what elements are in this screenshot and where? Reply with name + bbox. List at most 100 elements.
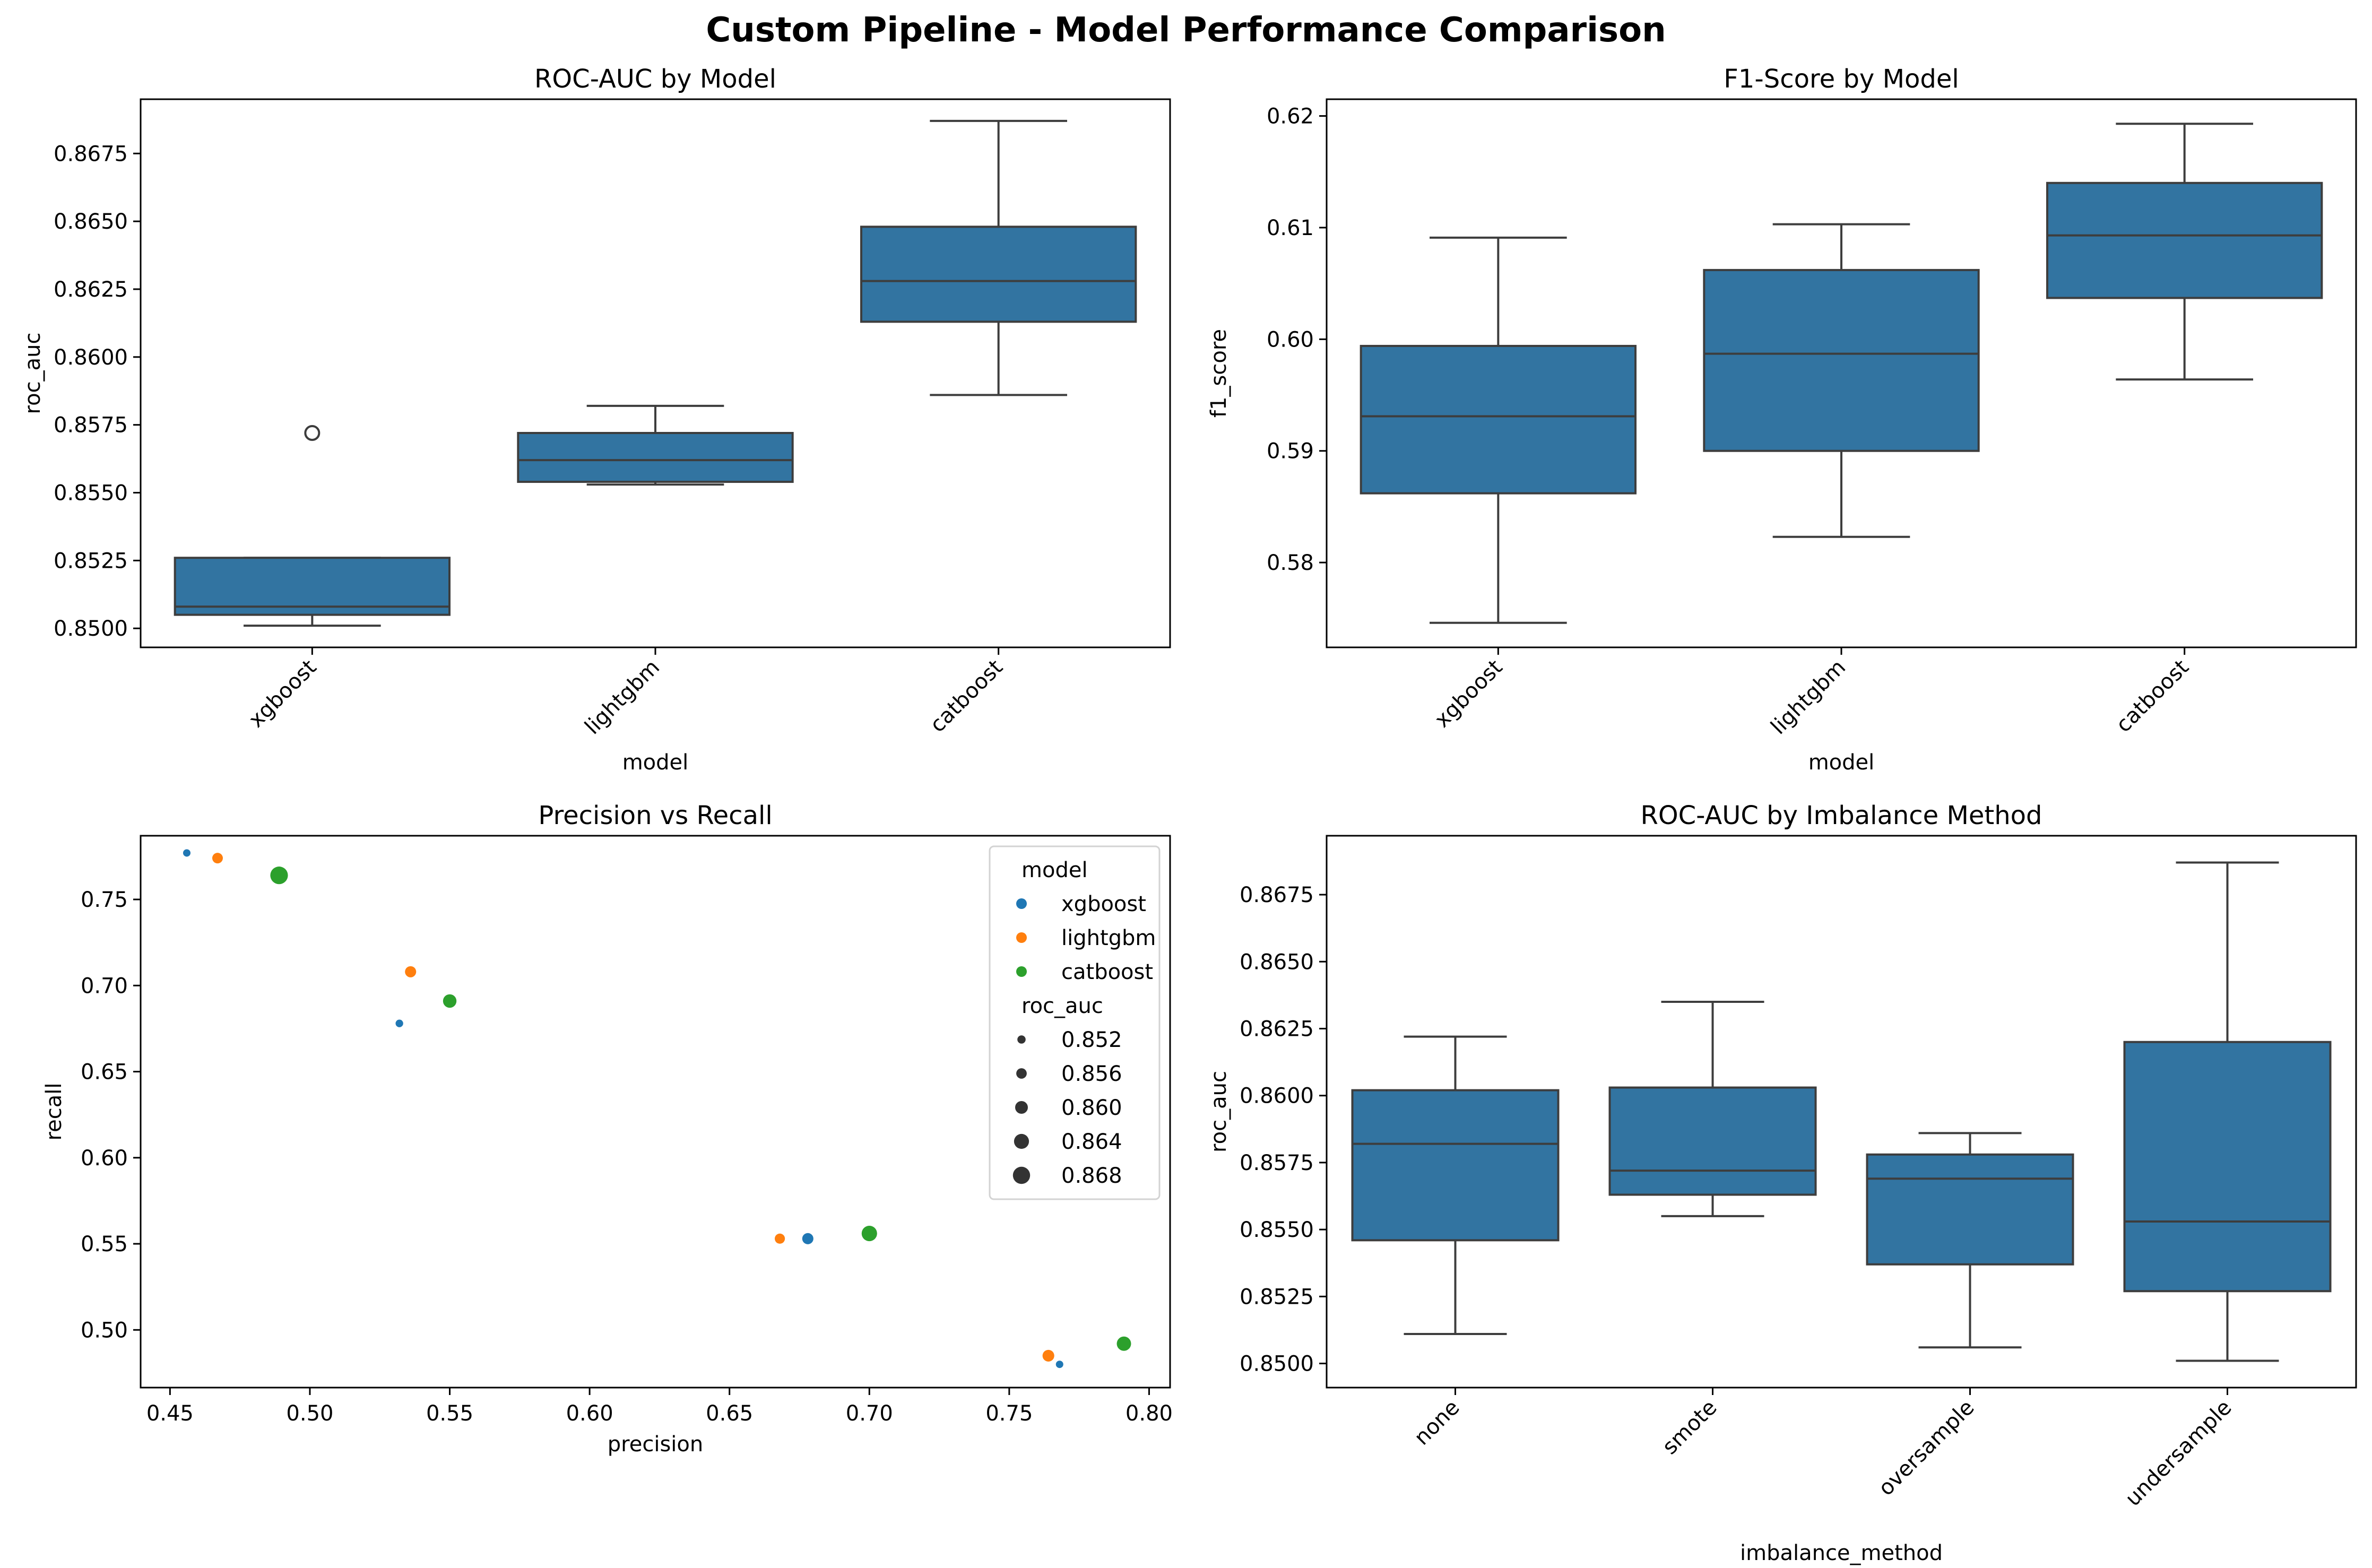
legend-size-label: 0.864 (1061, 1130, 1122, 1154)
chart-title: F1-Score by Model (1724, 64, 1959, 94)
legend-marker-catboost (1016, 966, 1027, 977)
box-undersample (2123, 861, 2332, 1362)
box-body (1608, 1086, 1817, 1196)
legend-size-label: 0.852 (1061, 1028, 1122, 1052)
y-tick-label: 0.8650 (54, 210, 128, 234)
scatter-point-xgboost (395, 1019, 403, 1027)
x-tick-label: xgboost (244, 655, 322, 733)
y-tick-label: 0.8650 (1240, 950, 1314, 974)
x-tick-label: smote (1658, 1396, 1722, 1460)
plot-area-frame (1326, 98, 2357, 648)
x-tick-label: 0.65 (706, 1401, 753, 1426)
y-tick-label: 0.62 (1267, 105, 1314, 129)
x-tick-label: 0.45 (146, 1401, 194, 1426)
y-tick-label: 0.65 (81, 1060, 128, 1085)
scatter-point-xgboost (1055, 1361, 1063, 1368)
y-tick-label: 0.58 (1267, 551, 1314, 575)
scatter-point-xgboost (183, 849, 191, 857)
scatter-point-lightgbm (775, 1233, 785, 1244)
x-axis-label: model (1808, 750, 1875, 775)
box-smote (1608, 1001, 1817, 1217)
y-tick-label: 0.70 (81, 974, 128, 998)
scatter-point-catboost (270, 867, 288, 885)
scatter-point-catboost (443, 994, 457, 1008)
x-tick-label: catboost (925, 655, 1008, 738)
box-body (2123, 1041, 2332, 1293)
legend-size-marker (1012, 1166, 1031, 1184)
y-axis-label: roc_auc (1207, 1071, 1231, 1153)
box-xgboost (1360, 236, 1637, 624)
chart-title: ROC-AUC by Imbalance Method (1641, 801, 2042, 830)
plot-area-frame (1326, 835, 2357, 1389)
y-tick-label: 0.61 (1267, 216, 1314, 240)
y-tick-label: 0.8550 (54, 481, 128, 506)
box-lightgbm (517, 404, 794, 486)
x-tick-label: 0.60 (566, 1401, 613, 1426)
x-tick-label: 0.50 (286, 1401, 333, 1426)
y-tick-label: 0.8575 (54, 413, 128, 438)
box-body (1866, 1153, 2074, 1266)
y-tick-label: 0.50 (81, 1318, 128, 1342)
scatter-point-catboost (861, 1226, 877, 1242)
figure-title: Custom Pipeline - Model Performance Comp… (706, 11, 1666, 50)
x-tick-label: 0.75 (985, 1401, 1033, 1426)
box-body (2046, 181, 2323, 299)
x-tick-label: undersample (2120, 1396, 2236, 1511)
scatter-point-catboost (1116, 1336, 1131, 1351)
box-none (1351, 1035, 1560, 1336)
y-tick-label: 0.8625 (1240, 1017, 1314, 1041)
box-body (1703, 268, 1980, 452)
y-tick-label: 0.8525 (54, 549, 128, 573)
box-body (860, 226, 1137, 323)
y-tick-label: 0.8500 (54, 617, 128, 641)
box-body (1360, 344, 1637, 495)
y-tick-label: 0.8675 (1240, 883, 1314, 907)
scatter-point-lightgbm (212, 853, 223, 864)
x-axis-label: imbalance_method (1740, 1541, 1943, 1565)
scatter-point-lightgbm (1042, 1349, 1054, 1362)
legend-size-label: 0.868 (1061, 1164, 1122, 1188)
y-tick-label: 0.60 (1267, 327, 1314, 352)
y-tick-label: 0.8600 (1240, 1084, 1314, 1108)
x-tick-label: lightgbm (580, 655, 664, 740)
precision-vs-recall-chart: Precision vs Recall recall 0.45 0.50 0.55 0.6… (42, 801, 1173, 1457)
chart-title: ROC-AUC by Model (534, 64, 776, 94)
box-xgboost (174, 425, 451, 627)
y-axis-label: recall (42, 1083, 66, 1141)
y-tick-label: 0.55 (81, 1232, 128, 1257)
legend-size-label: 0.856 (1061, 1062, 1122, 1086)
chart-title: Precision vs Recall (538, 801, 772, 830)
y-tick-label: 0.60 (81, 1146, 128, 1171)
x-tick-label: xgboost (1430, 655, 1508, 733)
box-body (517, 432, 794, 483)
y-tick-label: 0.8675 (54, 142, 128, 166)
x-tick-label: 0.70 (846, 1401, 893, 1426)
y-tick-label: 0.8600 (54, 345, 128, 370)
scatter-point-xgboost (802, 1233, 813, 1244)
x-axis-label: precision (608, 1432, 703, 1457)
x-tick-label: lightgbm (1766, 655, 1850, 740)
legend-marker-lightgbm (1016, 932, 1027, 943)
x-tick-label: 0.80 (1126, 1401, 1173, 1426)
outlier-point (304, 425, 321, 441)
y-tick-label: 0.8500 (1240, 1352, 1314, 1376)
box-body (1351, 1089, 1560, 1242)
y-axis-label: f1_score (1207, 329, 1231, 418)
legend-label-xgboost: xgboost (1061, 892, 1146, 916)
legend-marker-xgboost (1016, 898, 1027, 909)
legend-frame (989, 845, 1161, 1200)
box-body (174, 557, 451, 616)
legend-title-model: model (1021, 858, 1088, 882)
x-tick-label: none (1409, 1396, 1464, 1450)
plot-area-frame (140, 835, 1171, 1389)
legend-size-label: 0.860 (1061, 1096, 1122, 1120)
legend-size-marker (1015, 1101, 1028, 1114)
chart-legend: model xgboost lightgbm catboost roc_auc 0.852… (989, 845, 1161, 1200)
x-axis-label: model (622, 750, 689, 775)
y-tick-label: 0.8575 (1240, 1151, 1314, 1175)
legend-size-marker (1016, 1068, 1027, 1079)
legend-label-lightgbm: lightgbm (1061, 926, 1156, 950)
